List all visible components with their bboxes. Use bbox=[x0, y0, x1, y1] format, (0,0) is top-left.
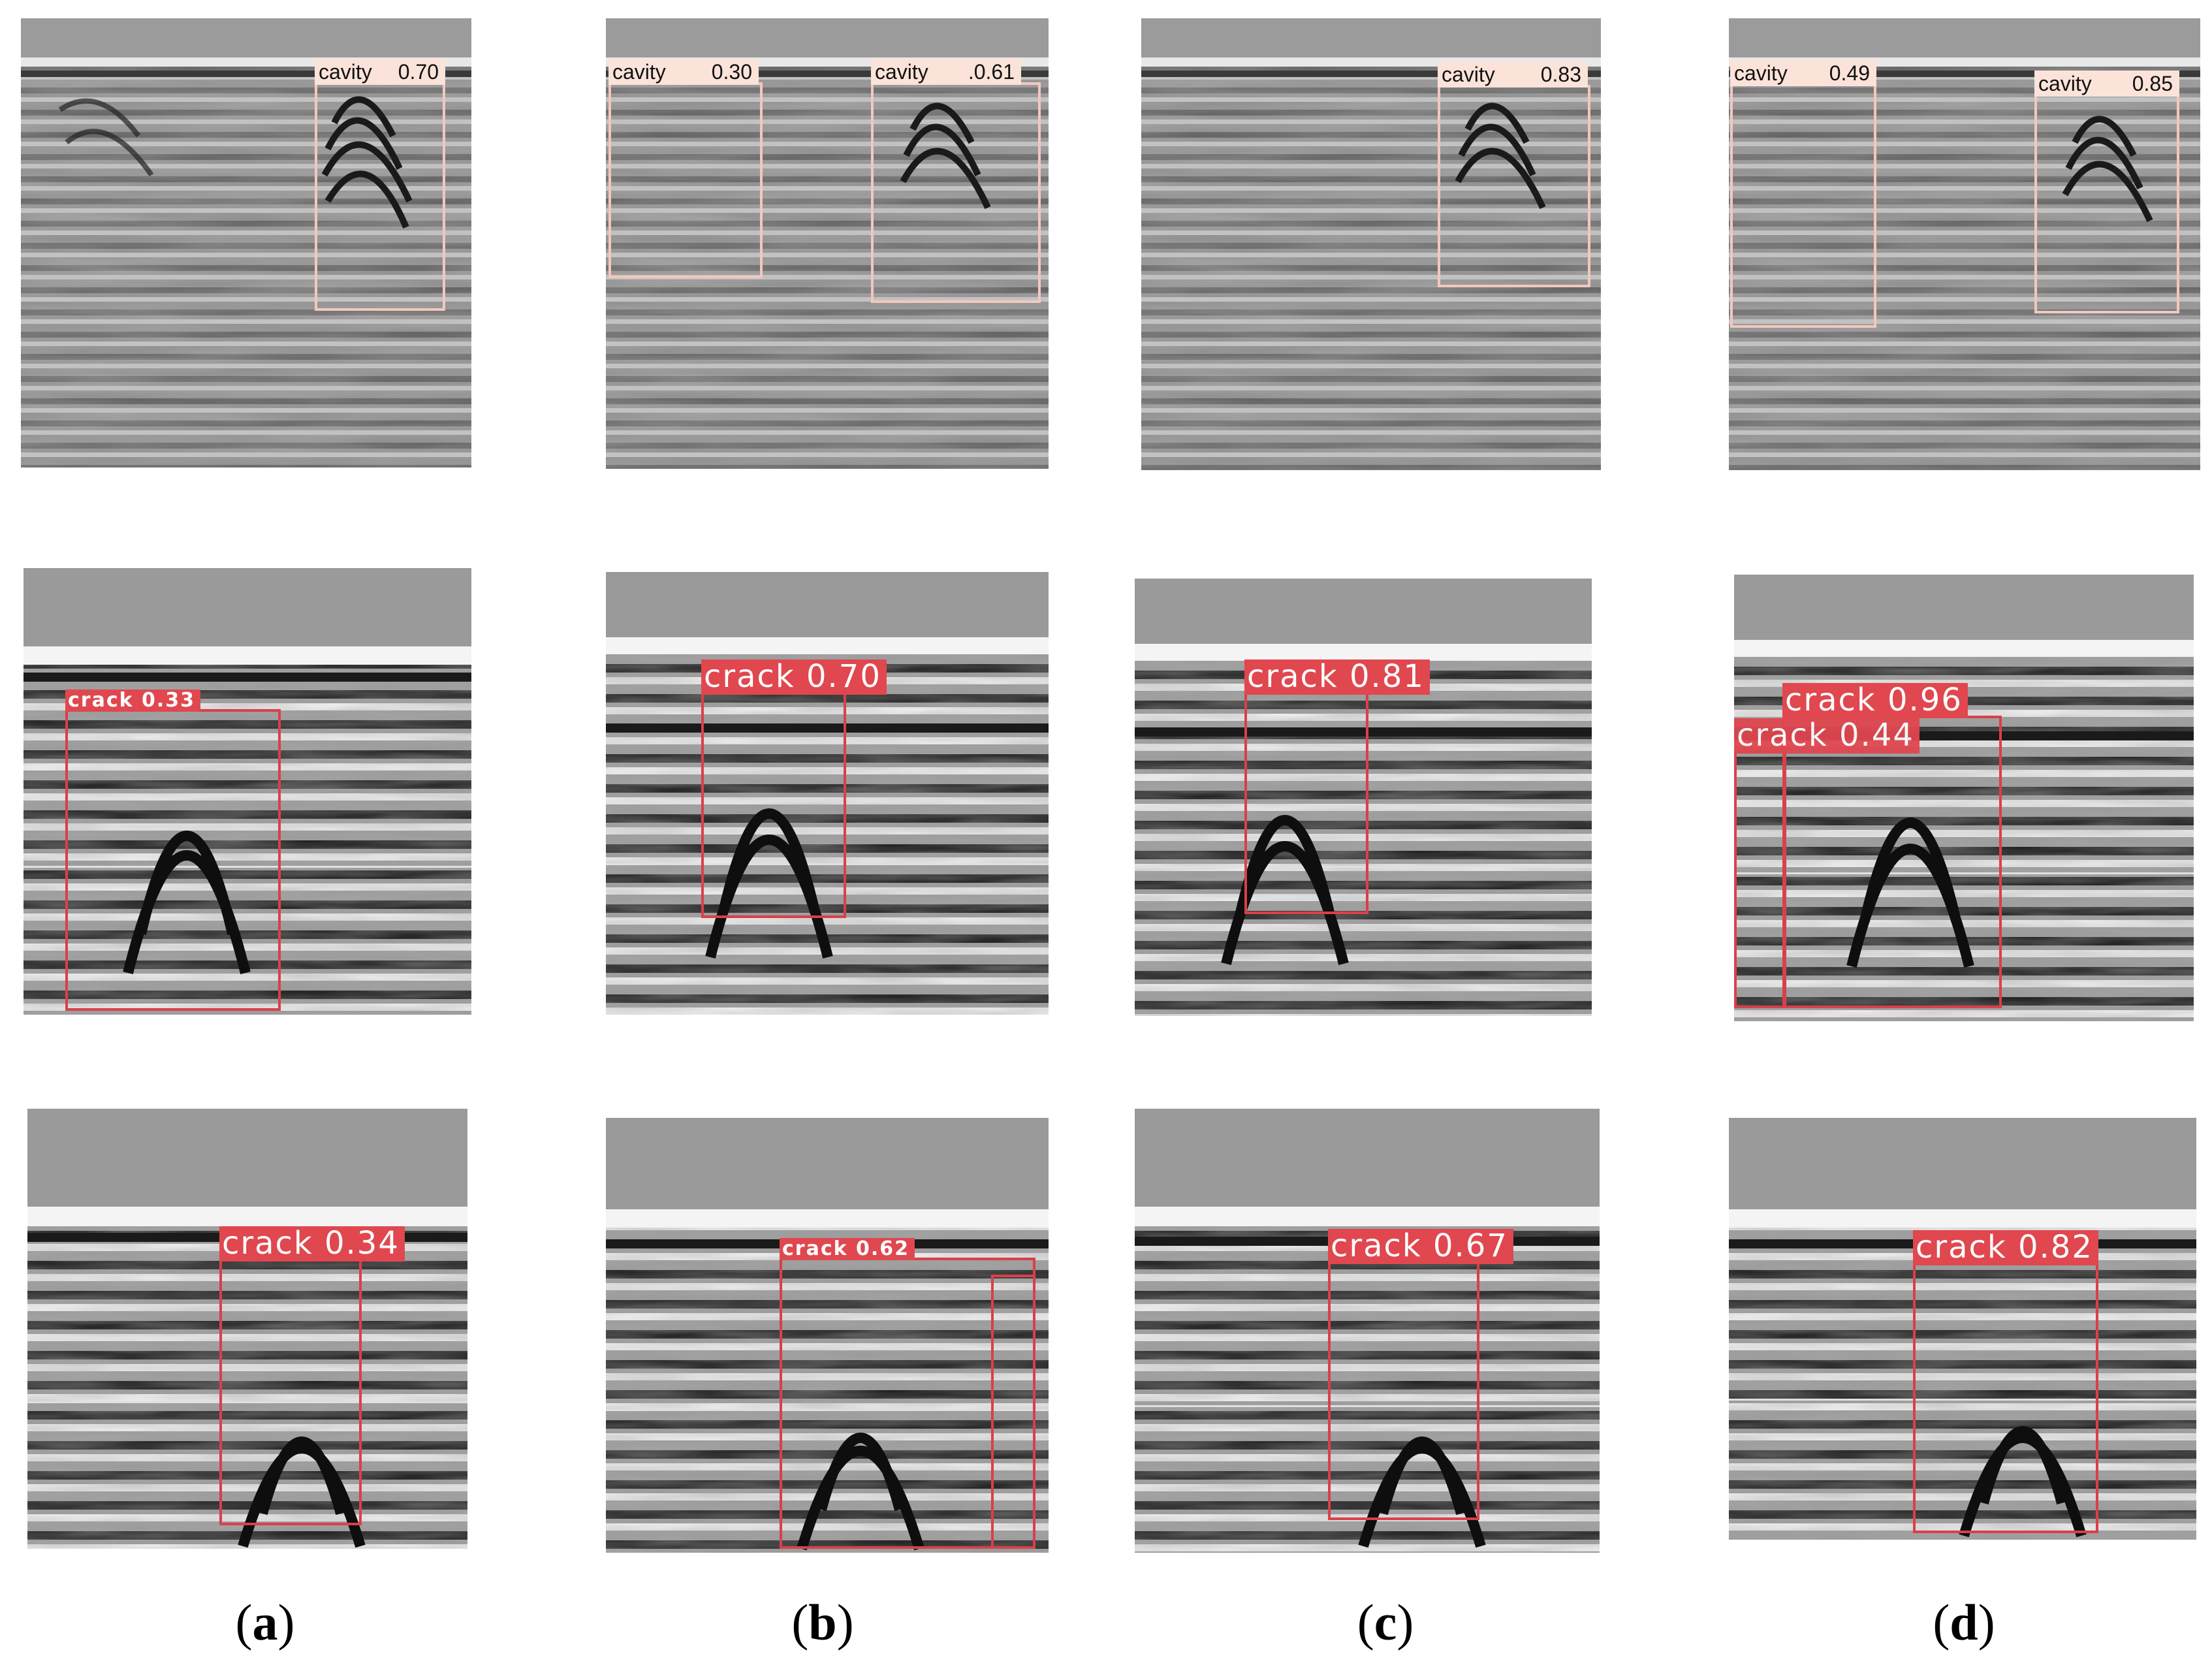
radargram-panel-c3: crack 0.67 bbox=[1135, 1109, 1600, 1553]
detection-label: cavity 0.85 bbox=[2034, 71, 2179, 97]
detection-label: crack 0.81 bbox=[1244, 659, 1430, 695]
cavity-detection-box: cavity 0.49 bbox=[1730, 60, 1876, 328]
crack-detection-box: crack 0.70 bbox=[701, 659, 887, 918]
detection-label: crack 0.44 bbox=[1734, 718, 1920, 754]
crack-detection-box: crack 0.33 bbox=[65, 690, 281, 1011]
radargram-panel-c2: crack 0.81 bbox=[1135, 579, 1592, 1016]
caption-b: (b) bbox=[791, 1594, 854, 1651]
detection-label: crack 0.34 bbox=[219, 1226, 405, 1262]
radargram-image bbox=[606, 572, 1049, 1015]
radargram-panel-a1: cavity 0.70 bbox=[21, 18, 471, 468]
radargram-image bbox=[21, 18, 471, 468]
cavity-detection-box: cavity 0.30 bbox=[608, 59, 763, 278]
crack-detection-box: crack 0.96 bbox=[1782, 683, 2002, 1008]
radargram-panel-d1: cavity 0.49 cavity 0.85 bbox=[1729, 18, 2200, 470]
radargram-image bbox=[24, 568, 471, 1015]
caption-d: (d) bbox=[1933, 1594, 1995, 1651]
radargram-image bbox=[1135, 1109, 1600, 1553]
detection-label: crack 0.96 bbox=[1782, 683, 1968, 718]
detection-label: crack 0.82 bbox=[1913, 1230, 2098, 1265]
detection-label: cavity 0.83 bbox=[1438, 61, 1588, 87]
detection-label: cavity 0.49 bbox=[1730, 60, 1876, 86]
cavity-detection-box: cavity 0.83 bbox=[1438, 61, 1590, 287]
detection-label: cavity 0.70 bbox=[315, 59, 445, 85]
detection-label: crack 0.70 bbox=[701, 659, 887, 695]
radargram-panel-b1: cavity 0.30 cavity .0.61 bbox=[606, 18, 1049, 469]
radargram-image bbox=[1734, 575, 2194, 1021]
cavity-detection-box: cavity 0.85 bbox=[2034, 71, 2179, 313]
cavity-detection-box: cavity 0.70 bbox=[315, 59, 445, 311]
radargram-image bbox=[1729, 1118, 2196, 1540]
radargram-panel-d3: crack 0.82 bbox=[1729, 1118, 2196, 1540]
radargram-panel-a2: crack 0.33 bbox=[24, 568, 471, 1015]
detection-label: crack 0.33 bbox=[65, 690, 201, 712]
cavity-detection-box: cavity .0.61 bbox=[871, 59, 1041, 303]
detection-label: cavity .0.61 bbox=[871, 59, 1021, 85]
caption-c: (c) bbox=[1357, 1594, 1414, 1651]
crack-detection-box: crack 0.44 bbox=[1734, 718, 1920, 1008]
crack-detection-box: crack 0.81 bbox=[1244, 659, 1430, 914]
crack-detection-box bbox=[991, 1275, 1035, 1549]
crack-detection-box: crack 0.67 bbox=[1328, 1229, 1513, 1520]
radargram-panel-b3: crack 0.62 bbox=[606, 1118, 1049, 1553]
radargram-panel-a3: crack 0.34 bbox=[27, 1109, 467, 1549]
detection-label: crack 0.62 bbox=[780, 1238, 915, 1260]
crack-detection-box: crack 0.34 bbox=[219, 1226, 405, 1525]
caption-a: (a) bbox=[235, 1594, 295, 1651]
detection-label: cavity 0.30 bbox=[608, 59, 759, 85]
radargram-image bbox=[1135, 579, 1592, 1016]
crack-detection-box: crack 0.82 bbox=[1913, 1230, 2098, 1533]
radargram-image bbox=[606, 18, 1049, 469]
detection-label: crack 0.67 bbox=[1328, 1229, 1513, 1264]
radargram-panel-b2: crack 0.70 bbox=[606, 572, 1049, 1015]
radargram-panel-c1: cavity 0.83 bbox=[1141, 18, 1601, 470]
radargram-panel-d2: crack 0.96 crack 0.44 bbox=[1734, 575, 2194, 1021]
